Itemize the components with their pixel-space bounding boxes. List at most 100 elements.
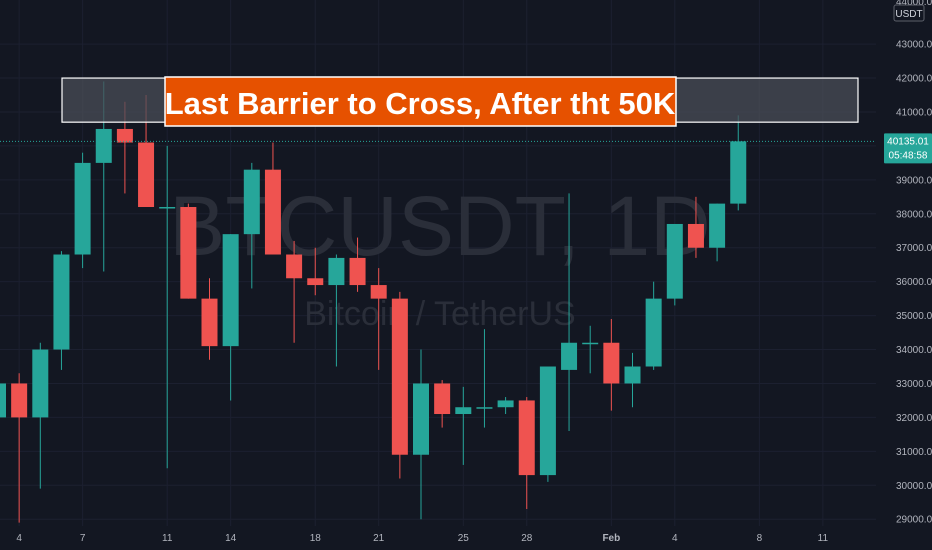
time-axis[interactable]: 4 7 11 14 18 21 25 28 Feb 4 8 11 (0, 526, 876, 550)
candle[interactable] (730, 115, 747, 211)
candle[interactable] (624, 352, 641, 408)
candle-body (264, 169, 281, 255)
candle-body (243, 169, 260, 235)
candle-body (180, 207, 197, 299)
candle-body (709, 203, 726, 248)
candle[interactable] (307, 247, 324, 296)
candle[interactable] (709, 203, 726, 262)
candles[interactable] (0, 81, 747, 523)
candle[interactable] (603, 318, 620, 411)
annotation-box (164, 76, 677, 127)
candle[interactable] (561, 193, 578, 431)
time-tick-label: 4 (672, 533, 678, 544)
candle[interactable] (687, 196, 704, 258)
last-price-tag: 40135.01 05:48:58 (884, 133, 932, 164)
price-tick-label: 29000.00 (896, 515, 932, 526)
candle-body (539, 366, 556, 476)
candle-body (138, 142, 155, 208)
price-tick-label: 31000.00 (896, 447, 932, 458)
candle[interactable] (518, 397, 535, 510)
candle[interactable] (476, 329, 493, 428)
candle-body (201, 298, 218, 347)
candle-body (476, 407, 493, 409)
candle[interactable] (11, 373, 28, 523)
candle-body (687, 223, 704, 248)
price-tick-label: 43000.00 (896, 40, 932, 51)
candle-body (413, 383, 429, 455)
price-tick-label: 36000.00 (896, 277, 932, 288)
candle-body (116, 128, 133, 143)
currency-badge[interactable]: USDT (893, 4, 925, 22)
candle[interactable] (413, 349, 429, 520)
candle-body (666, 223, 683, 299)
annotation-text: Last Barrier to Cross, After tht 50K (165, 86, 676, 121)
time-tick-label: Feb (602, 533, 620, 544)
candle[interactable] (243, 162, 260, 289)
candle-body (391, 298, 408, 455)
candle[interactable] (666, 223, 683, 306)
price-axis-background (876, 0, 932, 550)
time-tick-label: 11 (162, 533, 173, 544)
candle[interactable] (539, 366, 556, 482)
candle-body (624, 366, 641, 384)
candle[interactable] (180, 203, 197, 299)
time-tick-label: 25 (458, 533, 470, 544)
candle[interactable] (497, 397, 514, 415)
candle-body (561, 342, 578, 370)
price-tick-label: 37000.00 (896, 243, 932, 254)
candle[interactable] (370, 268, 387, 370)
candle[interactable] (328, 254, 345, 367)
candle[interactable] (434, 380, 451, 428)
price-tick-label: 34000.00 (896, 345, 932, 356)
candle-body (603, 342, 620, 384)
annotation-callout[interactable]: Last Barrier to Cross, After tht 50K (164, 76, 677, 127)
candle-body (74, 162, 91, 255)
candle-body (0, 383, 6, 418)
candle-body (95, 128, 112, 163)
candle[interactable] (349, 237, 366, 292)
candle[interactable] (645, 281, 662, 370)
candle[interactable] (53, 251, 70, 370)
countdown-timer: 05:48:58 (889, 150, 928, 161)
candle-body (582, 342, 599, 345)
candle-body (434, 383, 451, 415)
candle-body (159, 207, 176, 209)
time-tick-label: 11 (818, 533, 829, 544)
candle[interactable] (455, 386, 472, 465)
time-tick-label: 28 (521, 533, 533, 544)
price-axis[interactable]: 44000.00 29000.00 30000.00 31000.00 32000.0… (876, 0, 932, 550)
price-axis-top-partial: 44000.00 (896, 0, 932, 8)
candle-body (286, 254, 303, 279)
candle[interactable] (0, 377, 6, 428)
candle[interactable] (264, 142, 281, 255)
candle[interactable] (74, 152, 91, 269)
candle-body (11, 383, 28, 418)
last-price-value: 40135.01 (887, 136, 929, 147)
price-tick-label: 42000.00 (896, 74, 932, 85)
price-tick-label: 33000.00 (896, 379, 932, 390)
candle-body (307, 278, 324, 286)
candle[interactable] (159, 145, 176, 469)
candle-body (455, 407, 472, 415)
candle-body (32, 349, 49, 418)
price-tick-label: 35000.00 (896, 311, 932, 322)
time-axis-background (0, 526, 876, 550)
price-tick-label: 30000.00 (896, 481, 932, 492)
candle-body (497, 400, 514, 408)
candle-body (370, 285, 387, 299)
candle[interactable] (582, 325, 599, 374)
candle[interactable] (32, 342, 49, 489)
price-tick-label: 41000.00 (896, 107, 932, 118)
time-tick-label: 4 (16, 533, 22, 544)
time-tick-labels: 4 7 11 14 18 21 25 28 Feb 4 8 11 (16, 533, 828, 544)
time-tick-label: 8 (757, 533, 763, 544)
currency-label: USDT (895, 9, 922, 20)
candle[interactable] (391, 291, 408, 479)
time-tick-label: 18 (310, 533, 322, 544)
candle[interactable] (222, 234, 239, 401)
candle[interactable] (286, 240, 303, 343)
candle[interactable] (201, 278, 218, 360)
candle-body (222, 234, 239, 347)
